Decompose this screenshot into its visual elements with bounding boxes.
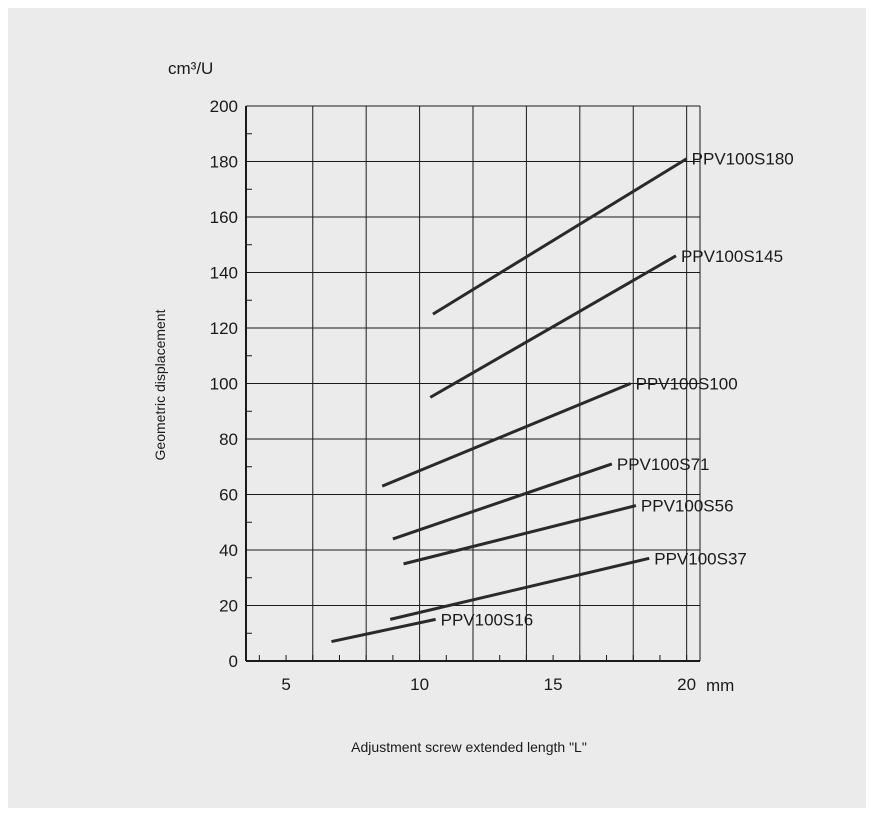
- y-tick-label: 120: [210, 319, 238, 338]
- series-label-ppv100s180: PPV100S180: [692, 150, 794, 169]
- x-tick-label: 15: [544, 675, 563, 694]
- series-line-ppv100s145: [429, 254, 677, 399]
- series-label-ppv100s56: PPV100S56: [641, 497, 734, 516]
- y-tick-label: 140: [210, 264, 238, 283]
- series-line-ppv100s180: [432, 157, 688, 316]
- x-tick-label: 10: [410, 675, 429, 694]
- y-tick-label: 0: [229, 652, 238, 671]
- chart-background: [8, 8, 866, 808]
- series-line-ppv100s100: [381, 382, 632, 488]
- series-line-ppv100s37: [389, 556, 650, 621]
- y-tick-label: 60: [219, 486, 238, 505]
- series-label-ppv100s37: PPV100S37: [654, 549, 747, 568]
- series-line-ppv100s16: [331, 617, 436, 644]
- y-tick-label: 20: [219, 597, 238, 616]
- axes: 0 20 40 60 80 100 120 140 160 180 200 5 10 15 20: [210, 97, 700, 694]
- x-tick-label: 5: [281, 675, 290, 694]
- y-tick-label: 160: [210, 208, 238, 227]
- series-lines: [331, 157, 688, 644]
- y-tick-label: 100: [210, 375, 238, 394]
- y-axis-title: Geometric displacement: [152, 309, 168, 460]
- y-tick-label: 40: [219, 541, 238, 560]
- series-label-ppv100s145: PPV100S145: [681, 247, 783, 266]
- x-tick-label: 20: [677, 675, 696, 694]
- y-tick-label: 200: [210, 97, 238, 116]
- series-line-ppv100s71: [392, 462, 613, 541]
- y-tick-label: 180: [210, 153, 238, 172]
- series-line-ppv100s56: [403, 504, 637, 566]
- series-label-ppv100s16: PPV100S16: [441, 610, 534, 629]
- x-unit-label: mm: [706, 676, 734, 695]
- grid: [246, 105, 701, 661]
- series-label-ppv100s71: PPV100S71: [617, 455, 710, 474]
- x-axis-title: Adjustment screw extended length "L": [351, 739, 587, 755]
- series-label-ppv100s100: PPV100S100: [636, 375, 738, 394]
- series-labels: PPV100S180 PPV100S145 PPV100S100 PPV100S71 P…: [441, 150, 794, 630]
- y-unit-label: cm³/U: [168, 59, 213, 78]
- y-tick-label: 80: [219, 430, 238, 449]
